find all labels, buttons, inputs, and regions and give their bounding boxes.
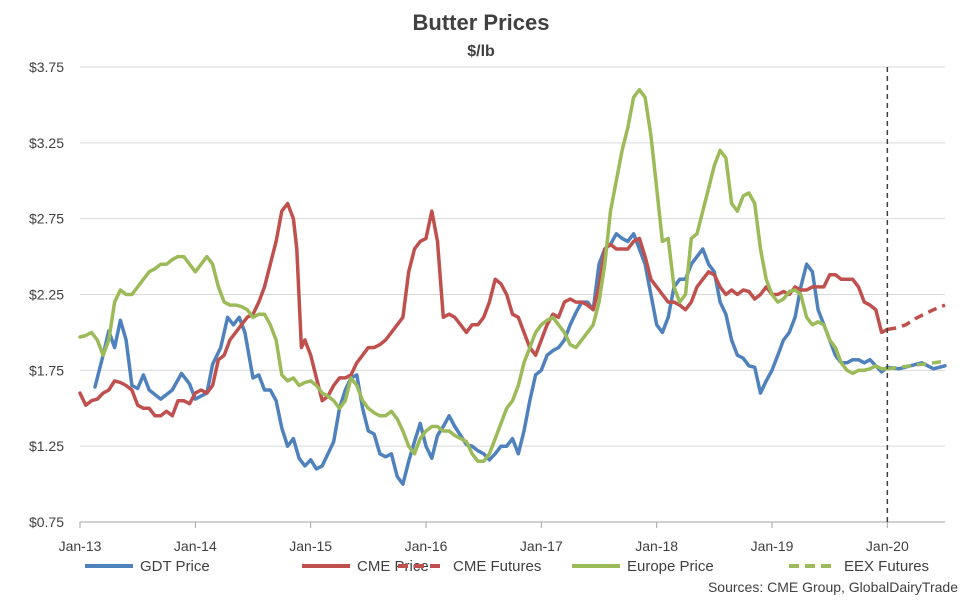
x-tick-label: Jan-13 <box>59 538 102 554</box>
y-tick-label: $0.75 <box>29 514 64 530</box>
series-line-europe-price <box>78 87 890 464</box>
x-tick-label: Jan-17 <box>520 538 563 554</box>
series-line-cme-price <box>78 201 890 418</box>
y-tick-label: $3.75 <box>29 59 64 75</box>
legend-label-gdt-price: GDT Price <box>140 558 210 575</box>
x-tick-label: Jan-18 <box>635 538 678 554</box>
legend: GDT Price CME Price CME Futures Europe Pric… <box>85 558 929 575</box>
series-lines <box>78 87 947 486</box>
y-tick-label: $2.25 <box>29 287 64 303</box>
series-line-cme-futures <box>887 303 946 332</box>
x-tick-label: Jan-19 <box>751 538 794 554</box>
chart-subtitle: $/lb <box>467 43 495 60</box>
legend-label-cme-futures: CME Futures <box>453 558 541 575</box>
chart-title: Butter Prices <box>413 10 550 35</box>
x-tick-label: Jan-14 <box>174 538 217 554</box>
y-tick-label: $2.75 <box>29 211 64 227</box>
gridlines <box>80 66 945 447</box>
series-line-gdt-price <box>93 232 947 486</box>
x-tick-label: Jan-20 <box>866 538 909 554</box>
x-tick-label: Jan-15 <box>289 538 332 554</box>
x-tick-label: Jan-16 <box>405 538 448 554</box>
legend-label-eex-futures: EEX Futures <box>844 558 929 575</box>
legend-label-europe-price: Europe Price <box>627 558 714 575</box>
legend-label-cme-price: CME Price <box>357 558 429 575</box>
source-note: Sources: CME Group, GlobalDairyTrade <box>708 579 958 595</box>
x-axis: Jan-13 Jan-14 Jan-15 Jan-16 Jan-17 Jan-18 Jan-… <box>59 521 945 554</box>
y-tick-label: $1.75 <box>29 362 64 378</box>
y-tick-label: $3.25 <box>29 135 64 151</box>
y-axis-ticks: $0.75 $1.25 $1.75 $2.25 $2.75 $3.25 $3.75 <box>29 59 64 530</box>
y-tick-label: $1.25 <box>29 438 64 454</box>
series-line-eex-futures <box>887 359 946 371</box>
